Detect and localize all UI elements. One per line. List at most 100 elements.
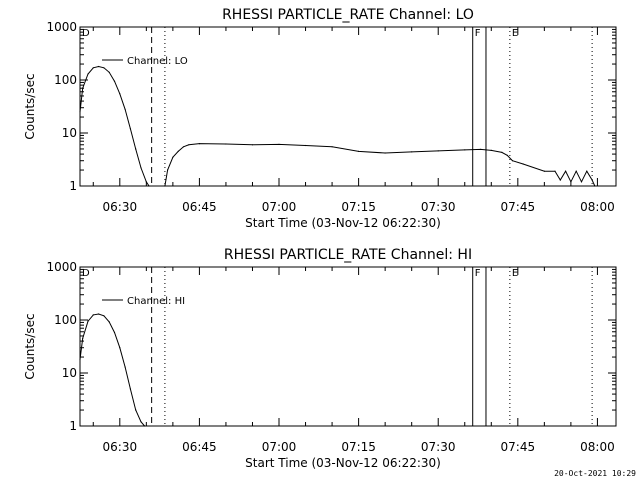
data-point xyxy=(124,108,126,110)
y-tick-label: 100 xyxy=(54,73,77,87)
data-point xyxy=(182,146,185,148)
data-point xyxy=(522,163,524,165)
x-tick-label: 06:45 xyxy=(182,440,217,454)
series-line xyxy=(79,313,145,427)
y-tick-label: 10 xyxy=(62,126,77,140)
data-point xyxy=(591,179,593,181)
data-point xyxy=(82,337,84,339)
y-axis-label: Counts/sec xyxy=(23,73,37,139)
x-tick-label: 07:00 xyxy=(262,200,297,214)
data-point xyxy=(575,170,577,172)
series-line xyxy=(164,143,596,187)
footer-date: 20-Oct-2021 10:29 xyxy=(554,469,636,478)
data-point xyxy=(580,181,583,183)
hi-channel-panel: RHESSI PARTICLE_RATE Channel: HI 1 10 100 10… xyxy=(23,247,617,470)
chart-title: RHESSI PARTICLE_RATE Channel: HI xyxy=(224,247,472,263)
y-tick-label: 1 xyxy=(69,419,77,433)
event-marker-label: E xyxy=(512,268,518,279)
data-point xyxy=(129,388,131,390)
x-tick-label: 06:45 xyxy=(182,200,217,214)
series-line xyxy=(79,65,150,187)
y-tick-label: 1000 xyxy=(46,260,77,274)
y-tick-label: 100 xyxy=(54,313,77,327)
data-point xyxy=(79,111,81,113)
event-marker-label: E xyxy=(512,28,518,39)
data-point xyxy=(164,185,166,187)
data-point xyxy=(464,149,466,151)
x-tick-label: 07:15 xyxy=(341,200,376,214)
x-tick-label: 07:00 xyxy=(262,440,297,454)
data-point xyxy=(87,73,89,75)
x-axis-label: Start Time (03-Nov-12 06:22:30) xyxy=(245,456,441,470)
data-point xyxy=(225,143,227,145)
data-point xyxy=(411,151,413,153)
data-point xyxy=(177,150,179,152)
event-marker-label: D xyxy=(82,28,90,39)
event-marker-label: F xyxy=(475,28,481,39)
data-point xyxy=(480,148,482,150)
data-point xyxy=(278,143,280,145)
data-point xyxy=(188,144,190,146)
data-point xyxy=(119,93,121,95)
data-point xyxy=(87,320,89,322)
data-point xyxy=(98,313,100,315)
y-tick-label: 10 xyxy=(62,366,77,380)
x-tick-label: 07:45 xyxy=(501,200,536,214)
x-tick-label: 07:45 xyxy=(501,440,536,454)
data-point xyxy=(554,170,556,172)
event-marker-label: F xyxy=(475,268,481,279)
data-point xyxy=(108,321,110,323)
data-point xyxy=(172,156,174,158)
data-point xyxy=(135,148,137,150)
legend-label: Channel: HI xyxy=(127,296,185,307)
x-tick-label: 06:30 xyxy=(103,200,138,214)
legend-label: Channel: LO xyxy=(127,56,188,67)
data-point xyxy=(144,425,146,427)
data-point xyxy=(148,185,150,187)
data-point xyxy=(79,358,81,361)
data-point xyxy=(331,146,333,148)
data-point xyxy=(570,181,572,183)
data-point xyxy=(129,128,131,130)
data-point xyxy=(98,65,100,68)
data-point xyxy=(501,151,503,153)
data-point xyxy=(198,143,200,145)
data-point xyxy=(506,154,508,156)
data-point xyxy=(103,67,105,69)
event-marker-label: D xyxy=(82,268,90,279)
data-point xyxy=(304,144,307,147)
data-point xyxy=(145,181,147,183)
data-point xyxy=(565,170,567,172)
x-tick-label: 07:15 xyxy=(341,440,376,454)
data-point xyxy=(82,87,84,89)
chart-title: RHESSI PARTICLE_RATE Channel: LO xyxy=(222,7,474,23)
data-point xyxy=(511,160,514,162)
data-point xyxy=(490,149,492,151)
x-tick-label: 06:30 xyxy=(103,440,138,454)
data-point xyxy=(384,152,386,154)
y-axis-label: Counts/sec xyxy=(23,313,37,379)
plot-frame xyxy=(79,26,617,187)
data-point xyxy=(113,80,116,82)
data-point xyxy=(119,347,121,349)
data-point xyxy=(586,170,588,172)
data-point xyxy=(103,315,105,317)
x-tick-label: 07:30 xyxy=(421,200,456,214)
y-tick-label: 1 xyxy=(69,179,77,193)
data-point xyxy=(108,71,110,73)
data-point xyxy=(92,314,94,316)
data-point xyxy=(559,179,561,181)
data-point xyxy=(140,167,142,169)
data-point xyxy=(124,366,126,368)
data-point xyxy=(135,409,137,411)
data-point xyxy=(140,421,142,423)
data-point xyxy=(113,331,116,334)
data-point xyxy=(251,144,254,146)
data-point xyxy=(358,150,360,152)
lo-channel-panel: RHESSI PARTICLE_RATE Channel: LO 1 10 100 10… xyxy=(23,7,617,230)
y-tick-label: 1000 xyxy=(46,20,77,34)
data-point xyxy=(167,169,169,171)
x-axis-label: Start Time (03-Nov-12 06:22:30) xyxy=(245,216,441,230)
data-point xyxy=(543,170,546,172)
